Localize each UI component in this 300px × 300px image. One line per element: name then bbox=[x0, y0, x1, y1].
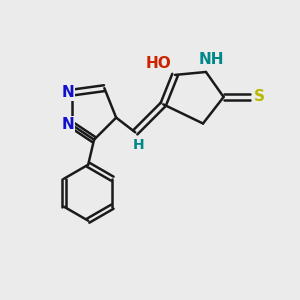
Text: S: S bbox=[254, 89, 264, 104]
Text: HO: HO bbox=[146, 56, 172, 70]
Text: NH: NH bbox=[199, 52, 224, 67]
Text: N: N bbox=[61, 85, 74, 100]
Text: H: H bbox=[132, 138, 144, 152]
Text: N: N bbox=[61, 118, 74, 133]
